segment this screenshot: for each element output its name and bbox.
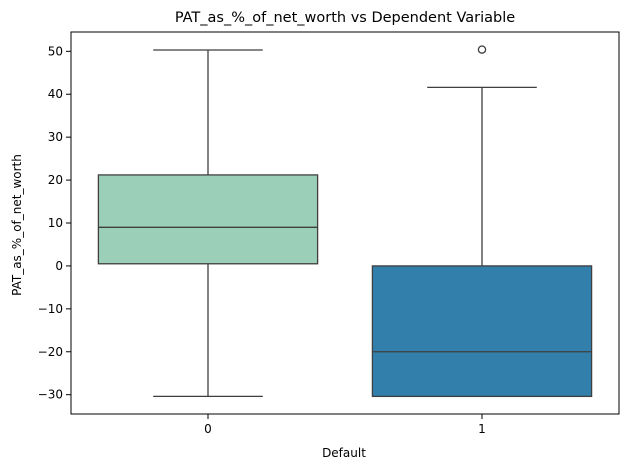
y-tick-label: −30 xyxy=(38,388,63,402)
plot-area xyxy=(70,31,620,415)
y-tick-label: 0 xyxy=(55,259,63,273)
y-tick-label: −20 xyxy=(38,345,63,359)
x-axis-label: Default xyxy=(322,446,366,460)
y-axis-label: PAT_as_%_of_net_worth xyxy=(10,154,24,296)
chart-title: PAT_as_%_of_net_worth vs Dependent Varia… xyxy=(175,10,515,26)
iqr-box xyxy=(371,265,593,398)
y-tick-label: 10 xyxy=(48,216,63,230)
y-tick-label: 50 xyxy=(48,44,63,58)
box-1 xyxy=(371,45,593,398)
box-0 xyxy=(97,49,319,398)
y-tick-label: 40 xyxy=(48,87,63,101)
y-axis: −30 −20 −10 0 10 20 30 40 50 xyxy=(38,44,71,402)
y-tick-label: 20 xyxy=(48,173,63,187)
x-tick-label: 0 xyxy=(204,422,212,436)
iqr-box xyxy=(97,174,319,265)
y-tick-label: −10 xyxy=(38,302,63,316)
x-tick-label: 1 xyxy=(478,422,486,436)
y-tick-label: 30 xyxy=(48,130,63,144)
outlier-point xyxy=(477,45,487,54)
